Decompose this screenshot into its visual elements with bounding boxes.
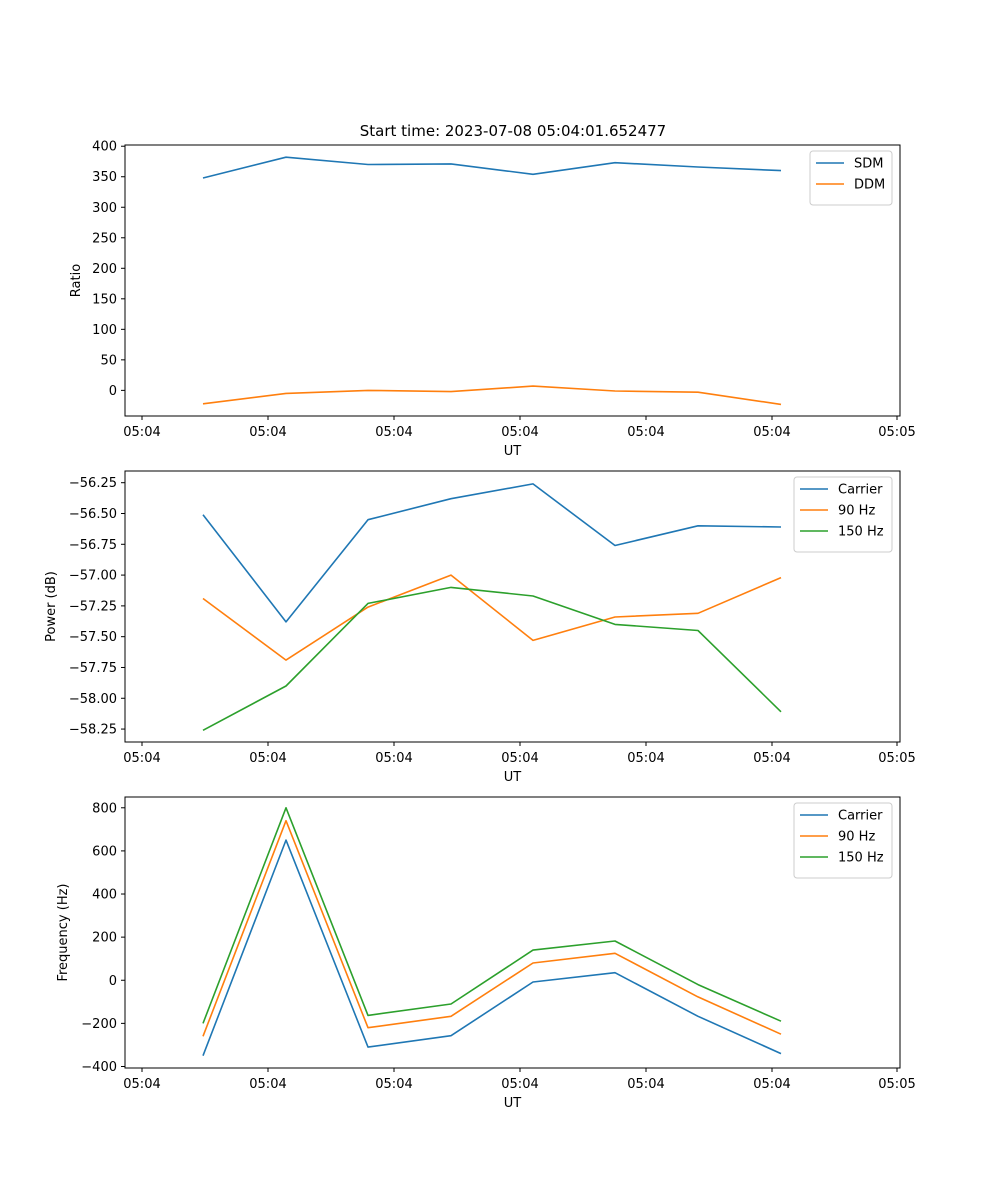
x-tick-label: 05:04 (123, 425, 160, 440)
series-line-ddm (202, 385, 782, 406)
legend-label: 150 Hz (838, 525, 884, 540)
y-tick-label: −56.50 (69, 507, 117, 522)
x-tick-label: 05:04 (501, 1077, 538, 1092)
x-tick-label: 05:04 (375, 425, 412, 440)
x-tick-label: 05:05 (878, 1077, 915, 1092)
y-tick-label: 100 (92, 323, 117, 338)
x-tick-label: 05:04 (627, 751, 664, 766)
y-tick-label: 400 (92, 888, 117, 903)
series-line-90-hz (202, 819, 782, 1037)
y-tick-label: 400 (92, 140, 117, 155)
x-axis-label: UT (504, 1096, 522, 1111)
x-tick-label: 05:05 (878, 425, 915, 440)
y-axis-label: Ratio (69, 264, 84, 297)
x-axis-label: UT (504, 444, 522, 459)
y-tick-label: 150 (92, 292, 117, 307)
y-tick-label: −56.75 (69, 538, 117, 553)
x-tick-label: 05:04 (375, 751, 412, 766)
panel-2: 05:04 05:04 05:04 05:04 05:04 05:04 05:05 −56.2… (44, 470, 916, 785)
plot-frame (124, 144, 901, 417)
y-tick-label: 250 (92, 231, 117, 246)
y-tick-label: −57.25 (69, 599, 117, 614)
x-tick-label: 05:04 (753, 1077, 790, 1092)
legend-label: Carrier (838, 809, 883, 824)
legend-label: Carrier (838, 483, 883, 498)
x-tick-label: 05:04 (249, 1077, 286, 1092)
legend-label: SDM (854, 157, 883, 172)
legend-label: 90 Hz (838, 830, 875, 845)
y-tick-label: 200 (92, 931, 117, 946)
legend-box (793, 476, 893, 553)
x-tick-label: 05:04 (123, 1077, 160, 1092)
x-tick-label: 05:04 (249, 751, 286, 766)
series-line-carrier (202, 839, 782, 1056)
y-tick-label: −58.00 (69, 692, 117, 707)
y-tick-label: 200 (92, 262, 117, 277)
x-tick-label: 05:04 (249, 425, 286, 440)
panel-3: 05:04 05:04 05:04 05:04 05:04 05:04 05:05 800 60… (56, 796, 916, 1111)
x-tick-label: 05:04 (627, 425, 664, 440)
x-tick-label: 05:04 (501, 751, 538, 766)
y-axis-label: Power (dB) (44, 571, 59, 642)
y-tick-label: 0 (109, 974, 117, 989)
y-tick-label: 50 (100, 353, 117, 368)
panel-1: 05:04 05:04 05:04 05:04 05:04 05:04 05:05 400 35… (69, 140, 916, 459)
series-line-150-hz (202, 586, 782, 732)
y-tick-label: −57.00 (69, 569, 117, 584)
x-tick-label: 05:04 (627, 1077, 664, 1092)
series-line-150-hz (202, 806, 782, 1024)
x-tick-label: 05:04 (753, 425, 790, 440)
y-tick-label: −200 (81, 1017, 117, 1032)
y-tick-label: 300 (92, 201, 117, 216)
x-tick-label: 05:04 (123, 751, 160, 766)
series-line-sdm (202, 156, 782, 179)
y-axis-label: Frequency (Hz) (56, 883, 71, 981)
plot-frame (124, 796, 901, 1069)
x-tick-label: 05:05 (878, 751, 915, 766)
y-tick-label: 600 (92, 844, 117, 859)
figure-title: Start time: 2023-07-08 05:04:01.652477 (360, 122, 666, 140)
y-tick-label: −58.25 (69, 723, 117, 738)
y-tick-label: −57.75 (69, 661, 117, 676)
x-tick-label: 05:04 (501, 425, 538, 440)
y-tick-label: −56.25 (69, 476, 117, 491)
legend-label: 150 Hz (838, 851, 884, 866)
x-tick-label: 05:04 (753, 751, 790, 766)
y-tick-label: −400 (81, 1060, 117, 1075)
x-axis-label: UT (504, 770, 522, 785)
legend-box (793, 802, 893, 879)
y-tick-label: 0 (109, 384, 117, 399)
y-tick-label: −57.50 (69, 630, 117, 645)
series-line-90-hz (202, 574, 782, 661)
legend-label: 90 Hz (838, 504, 875, 519)
legend-label: DDM (854, 178, 885, 193)
y-tick-label: 800 (92, 801, 117, 816)
x-tick-label: 05:04 (375, 1077, 412, 1092)
plot-frame (124, 470, 901, 743)
series-line-carrier (202, 483, 782, 623)
legend-box (809, 150, 893, 206)
y-tick-label: 350 (92, 170, 117, 185)
